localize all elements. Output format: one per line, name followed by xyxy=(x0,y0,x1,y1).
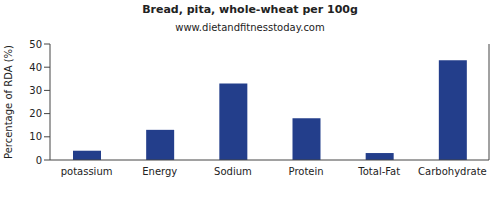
svg-text:Energy: Energy xyxy=(142,166,177,177)
svg-text:20: 20 xyxy=(29,108,42,119)
svg-text:Carbohydrate: Carbohydrate xyxy=(418,166,487,177)
html-text:www.dietandfitnesstoday.com: www.dietandfitnesstoday.com xyxy=(175,22,325,33)
svg-text:40: 40 xyxy=(29,62,42,73)
svg-text:potassium: potassium xyxy=(61,166,113,177)
svg-text:Protein: Protein xyxy=(289,166,324,177)
svg-text:Sodium: Sodium xyxy=(214,166,252,177)
html-text:Percentage of RDA (%): Percentage of RDA (%) xyxy=(2,45,14,159)
html-text:Bread, pita, whole-wheat per 1: Bread, pita, whole-wheat per 100g xyxy=(142,3,358,16)
svg-text:0: 0 xyxy=(36,155,42,166)
svg-text:10: 10 xyxy=(29,131,42,142)
svg-text:Total-Fat: Total-Fat xyxy=(357,166,400,177)
svg-text:30: 30 xyxy=(29,85,42,96)
svg-text:50: 50 xyxy=(29,39,42,50)
